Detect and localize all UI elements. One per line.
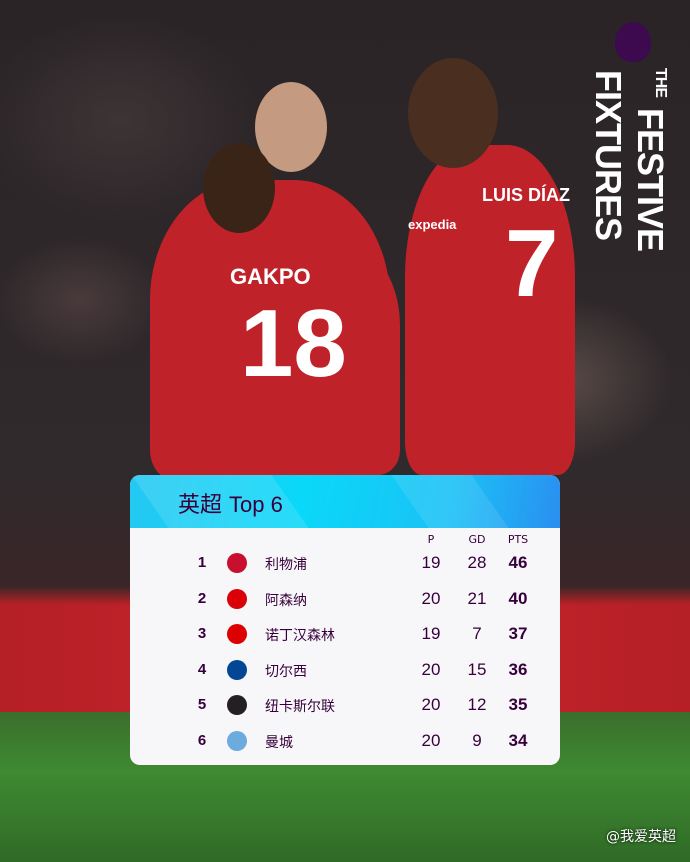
branding-fixtures: FIXTURES xyxy=(588,70,629,241)
goal-difference: 7 xyxy=(472,624,482,644)
col-header-p: P xyxy=(427,533,435,546)
table-row[interactable]: 6 曼城 20 9 34 xyxy=(130,723,560,759)
rank: 6 xyxy=(197,732,207,749)
rank: 2 xyxy=(197,589,207,607)
goal-difference: 28 xyxy=(467,553,487,572)
points: 35 xyxy=(508,695,528,715)
played: 20 xyxy=(421,695,441,715)
branding-the: THE xyxy=(652,68,669,97)
standings-header: 英超 Top 6 xyxy=(130,475,560,528)
rank: 1 xyxy=(197,554,207,571)
team-name: 诺丁汉森林 xyxy=(265,628,335,645)
rank: 3 xyxy=(197,625,207,643)
standings-title: 英超 Top 6 xyxy=(178,487,283,519)
points: 34 xyxy=(508,731,528,750)
jersey-number-gakpo: 18 xyxy=(240,290,347,397)
table-row[interactable]: 3 诺丁汉森林 19 7 37 xyxy=(130,616,560,652)
player-diaz xyxy=(405,145,575,475)
standings-card: 英超 Top 6 P GD PTS 1 利物浦 19 28 46 2 阿森纳 20… xyxy=(130,475,560,765)
jersey-number-diaz: 7 xyxy=(505,210,559,317)
played: 19 xyxy=(421,624,441,644)
premier-league-logo xyxy=(615,22,651,62)
points: 36 xyxy=(508,659,528,679)
title-en: Top 6 xyxy=(229,492,283,517)
col-header-pts: PTS xyxy=(507,533,529,546)
jersey-sponsor: expedia xyxy=(408,217,457,232)
team-crest-icon xyxy=(227,553,247,573)
goal-difference: 9 xyxy=(472,731,482,750)
team-crest-icon xyxy=(227,624,247,645)
points: 46 xyxy=(508,553,528,572)
played: 20 xyxy=(421,659,441,679)
rank: 5 xyxy=(197,696,207,714)
table-row[interactable]: 2 阿森纳 20 21 40 xyxy=(130,581,560,617)
goal-difference: 21 xyxy=(467,588,487,608)
watermark: @我爱英超 xyxy=(606,829,676,845)
points: 37 xyxy=(508,624,528,644)
player-head xyxy=(408,58,498,168)
team-name: 利物浦 xyxy=(265,557,307,573)
played: 19 xyxy=(421,553,441,572)
goal-difference: 12 xyxy=(467,695,487,715)
played: 20 xyxy=(421,588,441,608)
player-head xyxy=(255,82,327,172)
player-head xyxy=(203,143,275,233)
table-row[interactable]: 1 利物浦 19 28 46 xyxy=(130,545,560,581)
table-row[interactable]: 4 切尔西 20 15 36 xyxy=(130,652,560,688)
points: 40 xyxy=(508,588,528,608)
team-name: 纽卡斯尔联 xyxy=(265,699,335,716)
team-name: 曼城 xyxy=(265,735,293,751)
team-name: 阿森纳 xyxy=(265,592,307,609)
player-gakpo xyxy=(180,225,400,475)
rank: 4 xyxy=(197,660,207,678)
jersey-name-diaz: LUIS DÍAZ xyxy=(482,185,570,205)
col-header-gd: GD xyxy=(468,533,486,546)
team-name: 切尔西 xyxy=(265,663,307,680)
goal-difference: 15 xyxy=(467,659,487,679)
branding-festive: FESTIVE xyxy=(630,108,671,252)
team-crest-icon xyxy=(227,588,247,609)
title-cn: 英超 xyxy=(178,492,223,517)
table-row[interactable]: 5 纽卡斯尔联 20 12 35 xyxy=(130,687,560,723)
team-crest-icon xyxy=(227,659,247,680)
played: 20 xyxy=(421,731,441,750)
jersey-name-gakpo: GAKPO xyxy=(230,264,311,289)
team-crest-icon xyxy=(227,695,247,716)
team-crest-icon xyxy=(227,731,247,751)
